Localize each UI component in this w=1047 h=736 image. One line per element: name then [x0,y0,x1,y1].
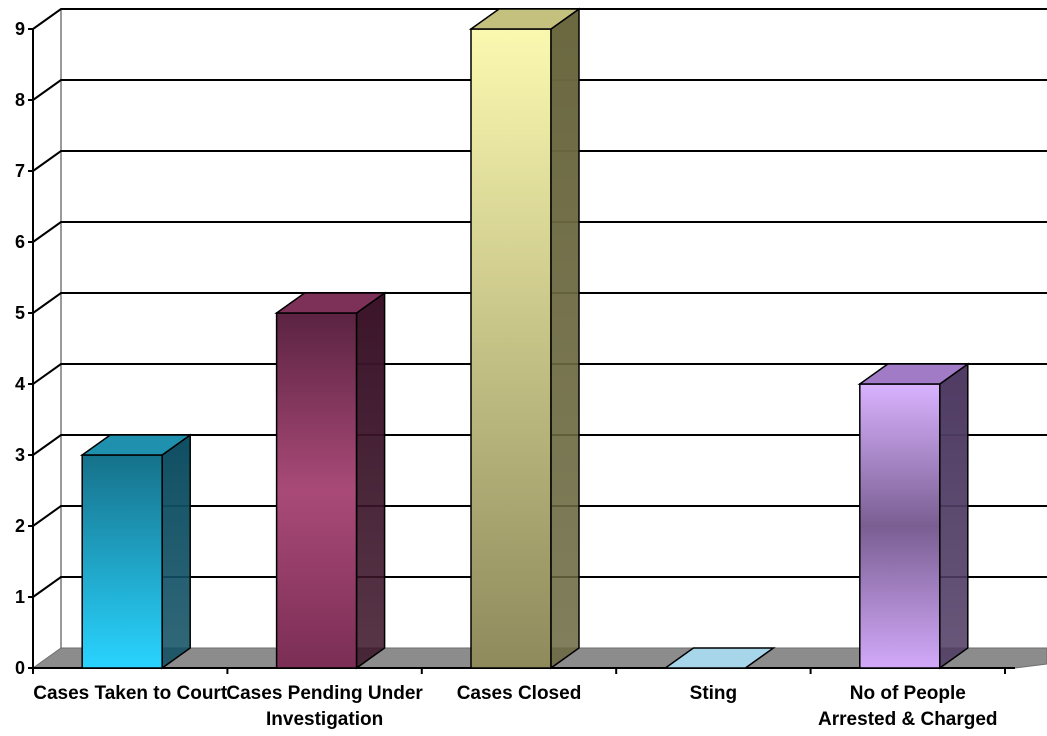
y-tick-label: 9 [15,19,25,39]
bar-top [468,8,582,30]
bar-front [81,454,163,669]
bars [79,7,971,670]
gridline [32,292,1047,314]
bar-top [274,292,387,314]
bar-front [275,312,358,669]
gridlines [32,8,1047,598]
bar-3 [663,647,776,669]
bar-1 [274,291,387,670]
bar-0 [79,433,193,670]
gridline [32,434,1047,456]
bar-front [470,28,552,669]
x-tick-label: No of People Arrested & Charged [818,683,998,730]
y-tick-label: 7 [15,161,25,181]
bar-top [663,647,776,669]
bar-front [859,383,941,669]
bar-side [161,433,191,670]
bar-side [550,7,580,670]
gridline [32,576,1047,598]
x-tick-label: Sting [690,683,738,704]
x-tick-labels: Cases Taken to Court Cases Pending Under I… [33,683,997,730]
x-tick-label: Cases Taken to Court [33,683,228,704]
gridline [32,8,1047,30]
y-tick-label: 1 [15,587,25,607]
y-tick-label: 5 [15,303,25,323]
bar-4 [857,362,971,670]
y-tick-label: 4 [15,374,25,394]
bar-top [857,363,971,385]
y-tick-labels: 0 1 2 3 4 5 6 7 8 9 [15,19,25,678]
gridline [32,79,1047,101]
gridline [32,221,1047,243]
x-tick-label: Cases Closed [457,683,582,704]
bar-2 [468,7,582,670]
y-tick-label: 8 [15,90,25,110]
y-tick-label: 6 [15,232,25,252]
y-tick-label: 0 [15,658,25,678]
y-tick-label: 2 [15,516,25,536]
gridline [32,505,1047,527]
bar-top [79,434,193,456]
bar-side [355,291,386,670]
y-tick-label: 3 [15,445,25,465]
x-tick-label: Cases Pending Under Investigation [226,683,423,730]
gridline [32,363,1047,385]
gridline [32,150,1047,172]
bar-side [939,362,969,670]
